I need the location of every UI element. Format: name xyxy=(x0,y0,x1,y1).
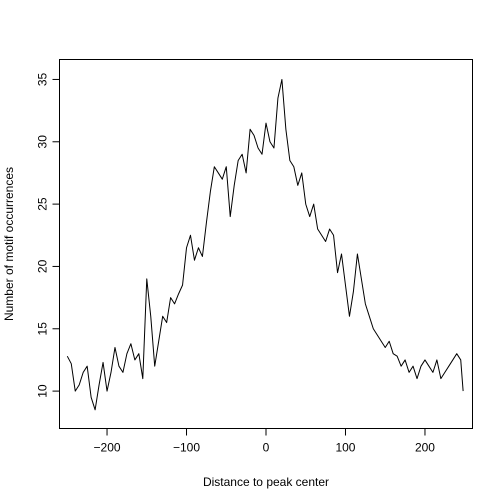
x-axis: −200 −100 0 100 200 xyxy=(94,428,435,455)
y-tick-label: 25 xyxy=(36,197,50,211)
y-tick-label: 15 xyxy=(36,322,50,336)
x-tick-label: 200 xyxy=(415,441,435,455)
y-axis-title: Number of motif occurrences xyxy=(2,167,16,321)
x-axis-title: Distance to peak center xyxy=(203,475,329,489)
x-tick-label: 0 xyxy=(263,441,270,455)
y-tick-label: 10 xyxy=(36,384,50,398)
series-layer xyxy=(66,78,464,411)
plot-frame xyxy=(59,59,473,429)
y-tick-label: 35 xyxy=(36,72,50,86)
y-axis: 10 15 20 25 30 35 xyxy=(36,72,60,398)
x-tick-label: 100 xyxy=(335,441,355,455)
series-line xyxy=(66,78,464,411)
x-tick-label: −100 xyxy=(173,441,200,455)
y-tick-label: 30 xyxy=(36,135,50,149)
x-tick-label: −200 xyxy=(94,441,121,455)
y-tick-label: 20 xyxy=(36,259,50,273)
